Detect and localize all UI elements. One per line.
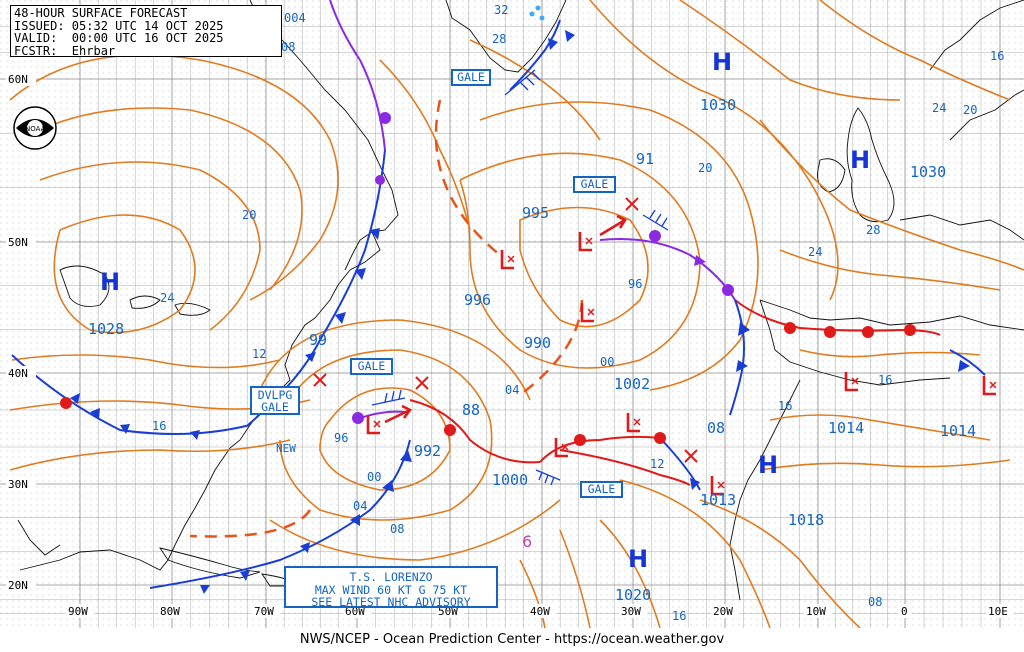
new-label: NEW	[276, 442, 296, 455]
svg-text:00: 00	[600, 355, 614, 369]
svg-text:10W: 10W	[806, 605, 826, 618]
svg-text:08: 08	[707, 419, 725, 437]
gale-line: GALE	[261, 400, 289, 414]
svg-text:1030: 1030	[700, 96, 736, 114]
dvlpg-line: DVLPG	[257, 388, 293, 402]
svg-text:1018: 1018	[788, 511, 824, 529]
svg-text:996: 996	[464, 291, 491, 309]
svg-text:10E: 10E	[988, 605, 1008, 618]
svg-text:20N: 20N	[8, 579, 28, 592]
gale-box: GALE	[580, 481, 623, 498]
fronts	[11, 0, 986, 589]
gale-box: GALE	[350, 358, 393, 375]
high-h-5: H	[628, 545, 648, 573]
low-symbols	[366, 214, 997, 496]
svg-text:04: 04	[505, 383, 519, 397]
svg-text:60W: 60W	[345, 605, 365, 618]
svg-text:1000: 1000	[492, 471, 528, 489]
svg-text:1028: 1028	[88, 320, 124, 338]
svg-text:1020: 1020	[615, 586, 651, 604]
svg-text:1030: 1030	[910, 163, 946, 181]
svg-text:20W: 20W	[713, 605, 733, 618]
high-h-4: H	[758, 451, 778, 479]
svg-text:28: 28	[492, 32, 506, 46]
svg-text:08: 08	[390, 522, 404, 536]
tropical-storm-wind: MAX WIND 60 KT G 75 KT	[314, 582, 468, 597]
svg-text:1013: 1013	[700, 491, 736, 509]
svg-text:40W: 40W	[530, 605, 550, 618]
noaa-logo: NOAA	[13, 106, 57, 150]
svg-text:NOAA: NOAA	[25, 125, 46, 133]
svg-text:20: 20	[963, 103, 977, 117]
gale-box: GALE	[451, 69, 491, 86]
svg-text:96: 96	[628, 277, 642, 291]
svg-text:16: 16	[990, 49, 1004, 63]
svg-text:24: 24	[808, 245, 822, 259]
svg-text:1002: 1002	[614, 375, 650, 393]
svg-text:16: 16	[672, 609, 686, 623]
header-valid: VALID: 00:00 UTC 16 OCT 2025	[14, 31, 224, 46]
svg-text:30N: 30N	[8, 478, 28, 491]
forecast-header: 48-HOUR SURFACE FORECAST ISSUED: 05:32 UT…	[10, 5, 282, 57]
svg-text:70W: 70W	[254, 605, 274, 618]
gale-box: GALE	[573, 176, 616, 193]
svg-text:30W: 30W	[621, 605, 641, 618]
svg-text:08: 08	[281, 40, 295, 54]
svg-text:1014: 1014	[828, 419, 864, 437]
svg-text:88: 88	[462, 401, 480, 419]
svg-text:32: 32	[494, 3, 508, 17]
svg-text:12: 12	[252, 347, 266, 361]
svg-text:00: 00	[367, 470, 381, 484]
svg-text:16: 16	[152, 419, 166, 433]
developing-gale-box: DVLPG GALE	[250, 386, 300, 415]
low-position-marks	[313, 197, 698, 463]
header-title: 48-HOUR SURFACE FORECAST	[14, 6, 188, 20]
svg-text:91: 91	[636, 150, 654, 168]
svg-text:90W: 90W	[68, 605, 88, 618]
svg-text:990: 990	[524, 334, 551, 352]
tropical-storm-advisory: SEE LATEST NHC ADVISORY	[311, 595, 471, 609]
front-symbols	[60, 30, 970, 594]
svg-text:004: 004	[284, 11, 306, 25]
svg-text:60N: 60N	[8, 73, 28, 86]
tropical-storm-box: T.S. LORENZO MAX WIND 60 KT G 75 KT SEE …	[284, 566, 498, 608]
wind-barbs	[371, 69, 669, 486]
high-h-1: H	[712, 48, 732, 76]
svg-text:12: 12	[650, 457, 664, 471]
svg-text:08: 08	[868, 595, 882, 609]
svg-text:80W: 80W	[160, 605, 180, 618]
high-h-3: H	[100, 268, 120, 296]
svg-text:40N: 40N	[8, 367, 28, 380]
svg-text:20: 20	[698, 161, 712, 175]
svg-text:16: 16	[878, 373, 892, 387]
footer-credit: NWS/NCEP - Ocean Prediction Center - htt…	[0, 628, 1024, 652]
isobar-labels: 004 08 32 28 16 20 24 20 24 28 20 24 12 …	[152, 3, 1004, 623]
station-dots	[529, 5, 545, 21]
svg-text:04: 04	[353, 499, 367, 513]
lat-labels: 60N 50N 40N 30N 20N	[6, 72, 36, 592]
svg-text:1014: 1014	[940, 422, 976, 440]
tropical-storm-name: T.S. LORENZO	[349, 570, 433, 584]
svg-text:992: 992	[414, 442, 441, 460]
svg-text:50N: 50N	[8, 236, 28, 249]
svg-text:28: 28	[866, 223, 880, 237]
svg-text:995: 995	[522, 204, 549, 222]
header-forecaster: FCSTR: Ehrbar	[14, 43, 116, 58]
svg-text:0: 0	[901, 605, 908, 618]
high-h-2: H	[850, 146, 870, 174]
svg-text:24: 24	[932, 101, 946, 115]
svg-text:20: 20	[242, 208, 256, 222]
svg-text:16: 16	[778, 399, 792, 413]
svg-text:24: 24	[160, 291, 174, 305]
svg-text:96: 96	[334, 431, 348, 445]
svg-text:50W: 50W	[438, 605, 458, 618]
svg-text:99: 99	[309, 331, 327, 349]
header-issued: ISSUED: 05:32 UTC 14 OCT 2025	[14, 18, 224, 33]
tropical-storm-icon: 6	[522, 532, 532, 551]
pressure-values: 1030 1030 1028 1020 995 996 990 1002 992…	[88, 96, 976, 604]
